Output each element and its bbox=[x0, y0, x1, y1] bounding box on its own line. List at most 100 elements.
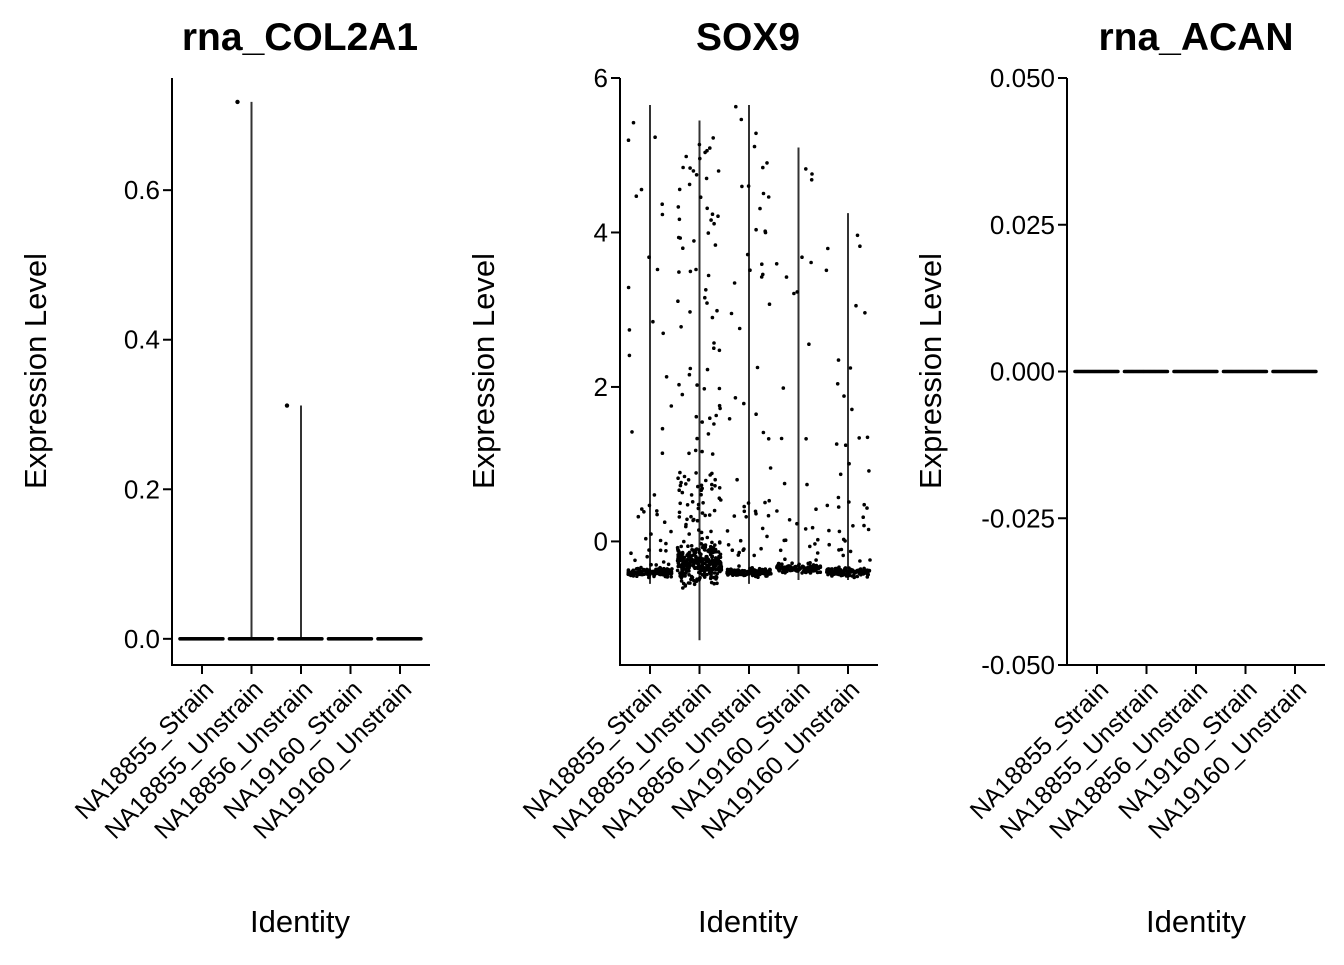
data-point bbox=[644, 572, 649, 576]
data-point bbox=[703, 513, 707, 518]
data-point bbox=[774, 262, 779, 266]
data-point bbox=[714, 413, 718, 418]
data-point bbox=[710, 471, 714, 476]
data-point bbox=[788, 568, 793, 573]
data-point bbox=[841, 537, 846, 542]
data-point bbox=[847, 500, 851, 504]
data-point bbox=[704, 566, 708, 570]
data-point bbox=[694, 547, 699, 551]
data-point bbox=[712, 575, 716, 580]
data-point bbox=[858, 244, 862, 248]
data-point bbox=[740, 184, 744, 189]
data-point bbox=[712, 221, 716, 226]
data-point bbox=[680, 556, 685, 560]
data-point bbox=[685, 517, 689, 522]
data-point bbox=[221, 637, 225, 641]
data-point bbox=[676, 299, 680, 304]
data-point bbox=[642, 510, 646, 514]
data-point bbox=[688, 166, 692, 170]
data-point bbox=[692, 239, 696, 243]
data-point bbox=[1264, 369, 1269, 374]
data-point bbox=[702, 387, 707, 391]
data-point bbox=[855, 574, 860, 579]
data-point bbox=[692, 549, 696, 554]
data-point bbox=[763, 567, 768, 571]
data-point bbox=[661, 331, 665, 336]
data-point bbox=[761, 191, 766, 196]
data-point bbox=[826, 246, 830, 251]
data-point bbox=[700, 449, 704, 454]
violin-NA18855_Unstrain bbox=[1122, 369, 1170, 374]
data-point bbox=[865, 506, 869, 510]
data-point bbox=[629, 570, 634, 575]
data-point bbox=[675, 568, 680, 573]
data-point bbox=[809, 178, 814, 182]
data-point bbox=[636, 514, 641, 519]
data-point bbox=[780, 562, 784, 566]
data-point bbox=[835, 382, 840, 386]
data-point bbox=[642, 568, 647, 572]
data-point bbox=[704, 288, 708, 292]
data-point bbox=[775, 565, 779, 570]
data-point bbox=[681, 581, 686, 586]
data-point bbox=[790, 561, 794, 565]
data-point bbox=[681, 165, 685, 170]
data-point bbox=[626, 568, 631, 572]
data-point bbox=[850, 407, 854, 412]
data-point bbox=[813, 542, 817, 546]
y-tick-label: 2 bbox=[594, 372, 608, 402]
data-point bbox=[660, 451, 665, 456]
data-point bbox=[739, 117, 744, 122]
data-point bbox=[708, 416, 712, 421]
data-point bbox=[696, 502, 701, 507]
data-point bbox=[687, 372, 692, 377]
data-point bbox=[808, 544, 812, 549]
data-point bbox=[649, 562, 653, 567]
data-point bbox=[719, 564, 724, 569]
data-point bbox=[818, 570, 823, 574]
data-point bbox=[678, 470, 682, 475]
data-point bbox=[763, 571, 768, 576]
data-point bbox=[634, 194, 639, 198]
y-tick-label: 4 bbox=[594, 217, 608, 247]
data-point bbox=[717, 403, 722, 408]
data-point bbox=[677, 488, 681, 493]
violin-NA18855_Unstrain bbox=[675, 120, 724, 641]
data-point bbox=[717, 348, 722, 353]
data-point bbox=[777, 561, 781, 566]
data-point bbox=[760, 526, 765, 531]
data-point bbox=[685, 503, 690, 507]
data-point bbox=[661, 560, 666, 564]
data-point bbox=[676, 476, 680, 481]
data-point bbox=[706, 231, 711, 235]
data-point bbox=[847, 461, 851, 466]
data-point bbox=[832, 569, 836, 574]
data-point bbox=[841, 572, 846, 577]
y-tick-label: 0.6 bbox=[124, 175, 160, 205]
data-point bbox=[699, 530, 704, 535]
data-point bbox=[660, 202, 664, 206]
data-point bbox=[713, 563, 718, 568]
data-point bbox=[800, 571, 804, 575]
data-point bbox=[705, 206, 709, 211]
data-point bbox=[857, 570, 862, 575]
data-point bbox=[684, 522, 688, 527]
data-point bbox=[746, 184, 751, 188]
data-point bbox=[712, 508, 717, 513]
data-point bbox=[677, 510, 682, 515]
data-point bbox=[710, 482, 714, 487]
data-point bbox=[712, 422, 716, 426]
data-point bbox=[681, 586, 685, 590]
data-point bbox=[848, 549, 853, 554]
data-point bbox=[687, 569, 691, 573]
data-point bbox=[669, 529, 673, 534]
data-point bbox=[710, 315, 715, 320]
data-point bbox=[760, 568, 765, 573]
data-point bbox=[867, 469, 871, 473]
y-axis-label: Expression Level bbox=[18, 253, 53, 489]
data-point bbox=[710, 212, 715, 216]
violin-NA19160_Unstrain bbox=[376, 637, 423, 641]
data-point bbox=[647, 548, 651, 552]
violin-NA18856_Unstrain bbox=[1172, 369, 1219, 374]
